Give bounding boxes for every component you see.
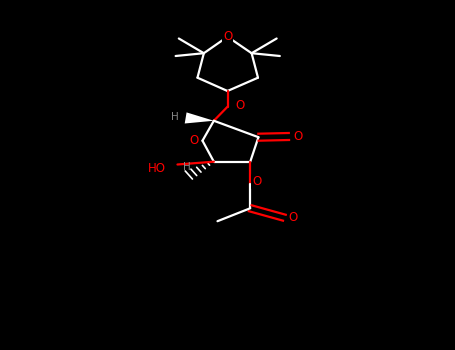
Text: O: O bbox=[190, 134, 199, 147]
Text: H: H bbox=[171, 112, 179, 122]
Text: O: O bbox=[252, 175, 261, 188]
Text: O: O bbox=[293, 130, 303, 143]
Text: H: H bbox=[182, 162, 191, 172]
Text: O: O bbox=[289, 211, 298, 224]
Polygon shape bbox=[185, 112, 214, 124]
Text: O: O bbox=[236, 99, 245, 112]
Text: O: O bbox=[223, 30, 232, 43]
Text: HO: HO bbox=[148, 161, 166, 175]
